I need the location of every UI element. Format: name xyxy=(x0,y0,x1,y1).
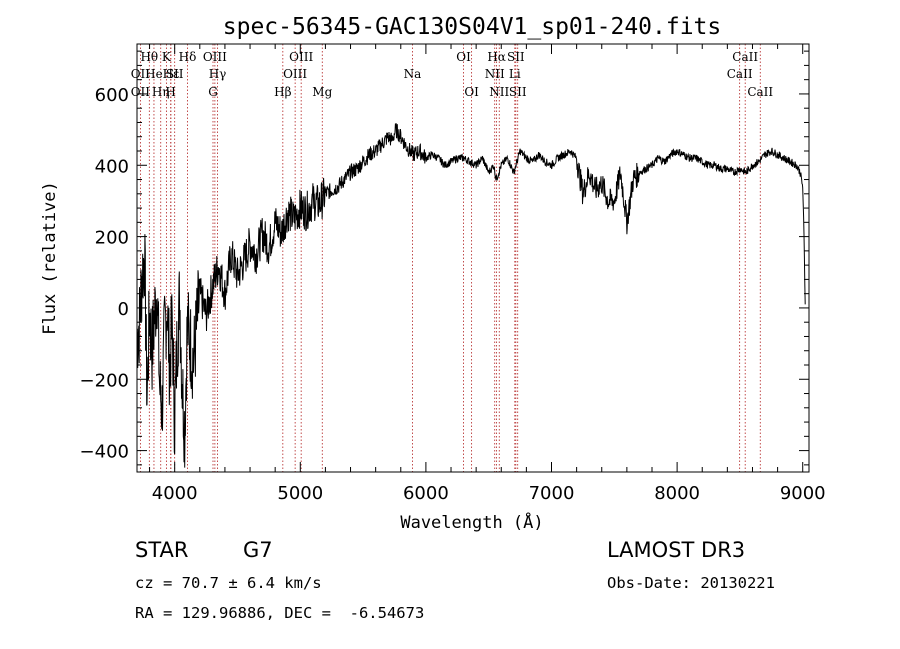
y-tick-label-4: 400 xyxy=(95,156,129,177)
chart-title: spec-56345-GAC130S04V1_sp01-240.fits xyxy=(223,14,722,40)
line-label-2: Hθ xyxy=(140,50,158,64)
y-tick-label-1: −200 xyxy=(80,370,129,391)
spectrum-series-flux xyxy=(136,123,806,468)
line-label-20: Hα xyxy=(487,50,506,64)
line-label-24: NII xyxy=(489,85,509,99)
axis-ticks: 4000 5000 6000 7000 8000 9000 −400 −200 0 200 400 6… xyxy=(80,44,826,504)
survey-name: LAMOST DR3 xyxy=(607,538,746,562)
y-tick-label-5: 600 xyxy=(95,85,129,106)
object-class: STAR xyxy=(135,538,189,562)
line-label-16: Mg xyxy=(312,85,332,99)
line-label-11: Hγ xyxy=(209,67,227,81)
x-tick-label-0: 4000 xyxy=(152,483,198,504)
x-tick-label-4: 8000 xyxy=(654,483,700,504)
x-tick-label-5: 9000 xyxy=(780,483,826,504)
line-label-26: CaII xyxy=(732,50,758,64)
line-label-7: SII xyxy=(166,67,184,81)
line-label-23: Li xyxy=(509,67,521,81)
line-label-6: Hε xyxy=(163,67,180,81)
line-label-3: He xyxy=(145,67,163,81)
line-label-0: OII xyxy=(131,67,151,81)
line-label-5: K xyxy=(162,50,172,64)
y-axis-label: Flux (relative) xyxy=(40,181,60,335)
line-label-17: Na xyxy=(404,67,422,81)
x-tick-label-2: 6000 xyxy=(403,483,449,504)
line-label-19: OI xyxy=(464,85,479,99)
line-label-13: Hβ xyxy=(274,85,291,99)
line-label-14: OIII xyxy=(289,50,313,64)
line-label-8: H xyxy=(165,85,175,99)
line-label-25: SII xyxy=(509,85,527,99)
x-axis-label: Wavelength (Å) xyxy=(400,511,543,533)
y-tick-label-3: 200 xyxy=(95,228,129,249)
line-label-18: OI xyxy=(456,50,471,64)
line-label-21: SII xyxy=(507,50,525,64)
plot-frame xyxy=(136,43,810,473)
object-subclass: G7 xyxy=(243,538,273,562)
line-label-1: OII xyxy=(131,85,151,99)
redshift-cz: cz = 70.7 ± 6.4 km/s xyxy=(135,574,322,592)
line-label-10: OIII xyxy=(203,50,227,64)
line-label-12: G xyxy=(208,85,218,99)
y-tick-label-2: 0 xyxy=(118,299,129,320)
y-tick-label-0: −400 xyxy=(80,442,129,463)
line-label-4: Hη xyxy=(152,85,170,99)
ra-dec: RA = 129.96886, DEC = -6.54673 xyxy=(135,604,425,622)
line-label-28: CaII xyxy=(747,85,773,99)
line-label-22: NII xyxy=(485,67,505,81)
x-tick-label-3: 7000 xyxy=(529,483,575,504)
line-label-15: OIII xyxy=(283,67,307,81)
line-label-27: CaII xyxy=(727,67,753,81)
line-label-9: Hδ xyxy=(179,50,197,64)
obs-date: Obs-Date: 20130221 xyxy=(607,574,775,592)
x-tick-label-1: 5000 xyxy=(277,483,323,504)
spectral-line-markers xyxy=(139,44,761,472)
